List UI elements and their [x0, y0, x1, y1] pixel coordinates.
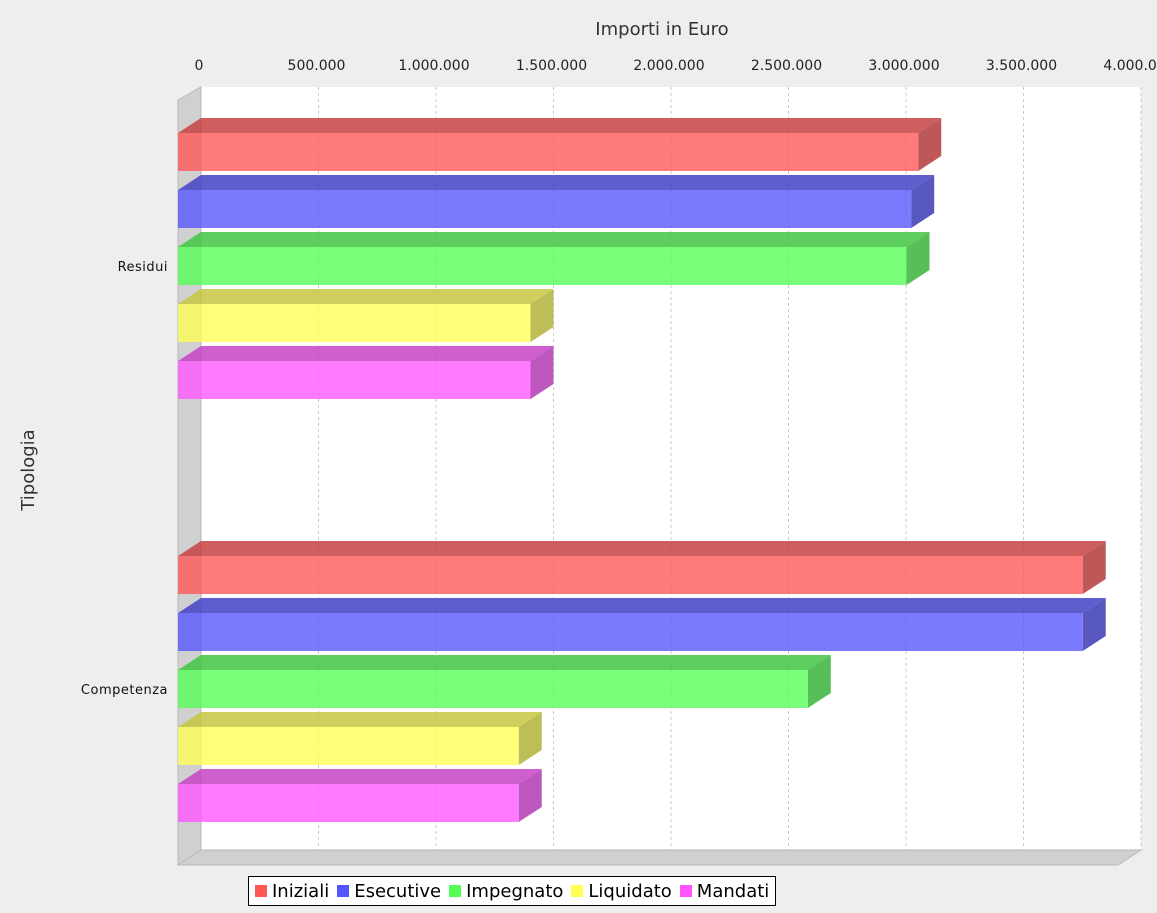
bar [178, 769, 542, 822]
x-tick-label: 3.000.000 [868, 58, 939, 74]
bar [178, 346, 554, 399]
legend-label: Mandati [696, 880, 770, 902]
legend-label: Esecutive [354, 880, 442, 902]
x-tick-label: 1.500.000 [516, 58, 587, 74]
x-tick-label: 3.500.000 [986, 58, 1057, 74]
legend-label: Impegnato [466, 880, 564, 902]
bar [178, 118, 942, 171]
bar [178, 175, 935, 228]
x-tick-label: 1.000.000 [398, 58, 469, 74]
legend-label: Liquidato [588, 880, 672, 902]
bar [178, 712, 542, 765]
legend-item: Liquidato [571, 880, 672, 902]
legend-item: Iniziali [255, 881, 329, 902]
legend-item: Esecutive [337, 881, 441, 902]
y-category-label: Competenza [81, 683, 168, 698]
legend-swatch [679, 885, 692, 897]
x-axis-title: Importi in Euro [595, 19, 728, 40]
floor [176, 849, 1143, 866]
y-category-label: Residui [118, 260, 168, 275]
x-tick-label: 2.000.000 [633, 58, 704, 74]
bar [178, 289, 554, 342]
legend-item: Impegnato [449, 881, 563, 902]
legend-swatch [449, 885, 462, 897]
legend: Iniziali Esecutive Impegnato Liquidato Manda… [248, 876, 777, 906]
legend-swatch [337, 885, 350, 897]
x-tick-label: 2.500.000 [751, 58, 822, 74]
legend-label: Iniziali [272, 880, 330, 902]
legend-item: Mandati [679, 880, 770, 902]
bar [178, 598, 1106, 651]
legend-swatch [255, 885, 267, 897]
legend-swatch [571, 885, 584, 897]
x-tick-label: 4.000.000 [1103, 58, 1157, 74]
x-tick-label: 500.000 [288, 58, 346, 74]
y-axis-title: Tipologia [18, 429, 39, 511]
bar [178, 655, 831, 708]
bar [178, 541, 1106, 594]
x-tick-label: 0 [195, 58, 204, 74]
bar [178, 232, 930, 285]
